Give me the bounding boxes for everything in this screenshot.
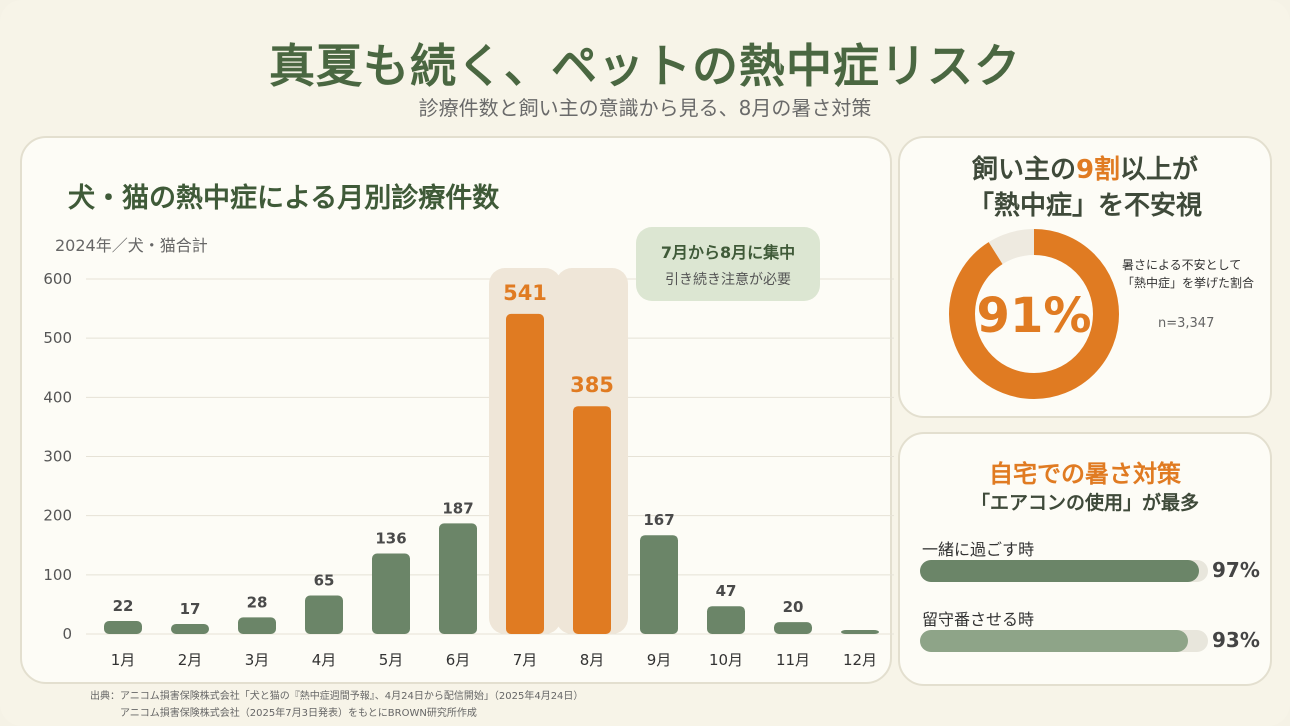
bar [439, 523, 477, 634]
bar-value-label: 187 [442, 499, 473, 517]
measure-bar-fill-together [920, 560, 1200, 582]
x-tick-label: 12月 [843, 651, 877, 669]
donut-value: 91% [977, 288, 1092, 344]
x-tick-label: 7月 [513, 651, 538, 669]
measures-panel: 自宅での暑さ対策 「エアコンの使用」が最多 一緒に過ごす時 97% 留守番させる… [898, 432, 1272, 686]
y-tick-label: 400 [43, 388, 72, 406]
page-subtitle: 診療件数と飼い主の意識から見る、8月の暑さ対策 [418, 96, 872, 120]
bar-value-label: 28 [247, 593, 268, 611]
measure-bar-track-alone [920, 630, 1208, 652]
bar [104, 620, 142, 634]
y-tick-label: 300 [43, 448, 72, 466]
donut-heading-accent: 9割 [1075, 155, 1121, 185]
measure-value-alone: 93% [1212, 628, 1260, 652]
bar-chart: 0 100 200 300 400 500 600 22 1月 17 2月 28 3月 65 4月 136 5月… [43, 268, 894, 669]
x-tick-label: 2月 [178, 651, 203, 669]
donut-note: 暑さによる不安として 「熱中症」を挙げた割合 [1122, 256, 1254, 292]
source-line-2: アニコム損害保険株式会社（2025年7月3日発表）をもとにBROWN研究所作成 [120, 708, 477, 719]
donut-heading-post: 以上が [1120, 155, 1199, 185]
measure-bar-track-together [920, 560, 1208, 582]
measure-value-together: 97% [1212, 558, 1260, 582]
x-tick-label: 1月 [111, 651, 136, 669]
x-tick-label: 9月 [647, 651, 672, 669]
bar [506, 313, 544, 634]
y-tick-label: 600 [43, 270, 72, 288]
measures-subheading: 「エアコンの使用」が最多 [970, 492, 1199, 514]
callout-main: 7月から8月に集中 [660, 243, 796, 262]
x-tick-label: 5月 [379, 651, 404, 669]
y-tick-label: 500 [43, 329, 72, 347]
measure-bar-fill-alone [920, 630, 1188, 652]
bar [841, 630, 879, 634]
chart-title: 犬・猫の熱中症による月別診療件数 [68, 183, 500, 214]
x-tick-label: 4月 [312, 651, 337, 669]
bar-value-label: 65 [314, 572, 335, 590]
donut-note-2: 「熱中症」を挙げた割合 [1122, 276, 1255, 290]
bar-chart-panel: 0 100 200 300 400 500 600 22 1月 17 2月 28 3月 65 4月 136 5月… [20, 136, 894, 684]
bar [372, 553, 410, 634]
donut-heading: 飼い主の9割以上が 「熱中症」を不安視 [900, 152, 1270, 224]
bar [238, 617, 276, 634]
bar-value-label: 22 [113, 597, 134, 615]
bar-value-label: 136 [375, 530, 406, 548]
bar-value-label: 20 [783, 598, 804, 616]
x-tick-label: 11月 [776, 651, 810, 669]
source-note: 出典：アニコム損害保険株式会社「犬と猫の『熱中症週間予報』、4月24日から配信開… [90, 688, 583, 722]
chart-subtitle: 2024年／犬・猫合計 [55, 236, 208, 255]
callout-box: 7月から8月に集中 引き続き注意が必要 [636, 227, 820, 301]
callout-sub: 引き続き注意が必要 [665, 272, 791, 288]
bar [774, 622, 812, 634]
bar-value-label: 385 [570, 373, 614, 397]
x-tick-label: 10月 [709, 651, 743, 669]
bar [305, 595, 343, 634]
y-tick-label: 200 [43, 507, 72, 525]
donut-note-1: 暑さによる不安として [1122, 258, 1242, 272]
page-title: 真夏も続く、ペットの熱中症リスク [269, 39, 1021, 93]
bar [707, 606, 745, 634]
donut-arc [949, 229, 1119, 399]
measure-label-alone: 留守番させる時 [922, 610, 1035, 629]
bar [573, 406, 611, 634]
bar-value-label: 47 [716, 582, 737, 600]
bar [171, 623, 209, 634]
donut-panel: 飼い主の9割以上が 「熱中症」を不安視 91% 暑さによる不安として 「熱中症」… [898, 136, 1272, 418]
bar-value-label: 541 [503, 281, 547, 305]
measure-label-together: 一緒に過ごす時 [922, 540, 1035, 559]
x-tick-label: 3月 [245, 651, 270, 669]
donut-sample-size: n=3,347 [1158, 316, 1215, 331]
x-tick-label: 6月 [446, 651, 471, 669]
bar [640, 535, 678, 634]
measures-heading: 自宅での暑さ対策 [989, 460, 1181, 488]
x-tick-label: 8月 [580, 651, 605, 669]
donut-heading-line2: 「熱中症」を不安視 [967, 191, 1202, 221]
y-tick-label: 100 [43, 566, 72, 584]
y-tick-label: 0 [62, 625, 72, 643]
bar-value-label: 17 [180, 600, 201, 618]
donut-chart: 91% [949, 229, 1119, 399]
source-line-1: 出典：アニコム損害保険株式会社「犬と猫の『熱中症週間予報』、4月24日から配信開… [90, 691, 584, 702]
bar-value-label: 167 [643, 511, 674, 529]
donut-heading-pre: 飼い主の [971, 155, 1076, 185]
